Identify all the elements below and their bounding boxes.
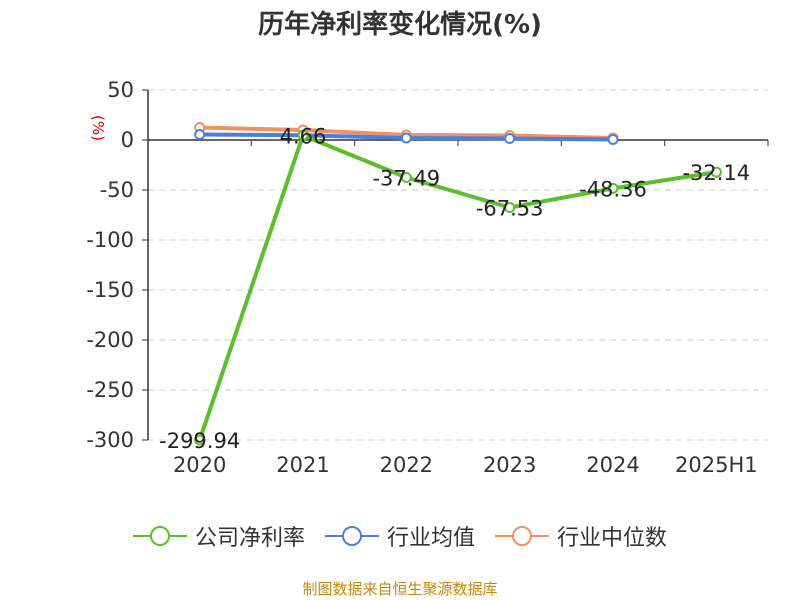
legend: 公司净利率 行业均值 行业中位数 bbox=[0, 520, 800, 552]
legend-marker-industry-median bbox=[495, 526, 549, 546]
data-label: -67.53 bbox=[476, 197, 544, 221]
data-label: -48.36 bbox=[579, 177, 647, 201]
legend-label-industry-mean: 行业均值 bbox=[386, 526, 475, 551]
data-label: 4.66 bbox=[280, 124, 327, 148]
legend-item-industry-mean[interactable]: 行业均值 bbox=[324, 520, 475, 552]
x-tick-label: 2020 bbox=[173, 453, 226, 477]
data-point bbox=[400, 132, 412, 144]
data-point bbox=[194, 434, 206, 446]
y-tick-label: 0 bbox=[121, 128, 134, 152]
x-tick-label: 2021 bbox=[276, 453, 329, 477]
data-point bbox=[607, 182, 619, 194]
y-tick-label: -200 bbox=[86, 328, 134, 352]
y-tick-label: -150 bbox=[86, 278, 134, 302]
x-tick-label: 2022 bbox=[380, 453, 433, 477]
y-tick-label: -50 bbox=[100, 178, 134, 202]
x-tick-label: 2025H1 bbox=[675, 453, 758, 477]
source-note: 制图数据来自恒生聚源数据库 bbox=[302, 580, 498, 598]
data-point bbox=[710, 166, 722, 178]
x-tick-label: 2024 bbox=[586, 453, 639, 477]
legend-label-industry-median: 行业中位数 bbox=[557, 526, 668, 551]
axes: 50 0 -50 -100 -150 -200 -250 -300 (%) 2020 2021 202… bbox=[86, 78, 769, 477]
chart-title: 历年净利率变化情况(%) bbox=[258, 10, 542, 40]
x-tick-label: 2023 bbox=[483, 453, 536, 477]
data-point bbox=[194, 129, 206, 140]
legend-item-industry-median[interactable]: 行业中位数 bbox=[495, 520, 667, 552]
data-point bbox=[504, 202, 516, 214]
legend-marker-company bbox=[132, 526, 187, 546]
y-tick-label: -100 bbox=[86, 228, 134, 252]
y-axis-label: (%) bbox=[89, 115, 107, 141]
series-line bbox=[197, 133, 717, 441]
data-point bbox=[504, 133, 516, 144]
data-label: -32.14 bbox=[682, 161, 750, 185]
data-point bbox=[400, 171, 412, 183]
data-point bbox=[607, 134, 619, 145]
legend-marker-industry-mean bbox=[324, 526, 379, 546]
data-label: -299.94 bbox=[159, 429, 240, 453]
legend-label-company: 公司净利率 bbox=[194, 526, 305, 551]
data-labels: -299.94 4.66 -37.49 -67.53 -48.36 -32.14 bbox=[159, 124, 750, 453]
y-tick-label: -300 bbox=[86, 428, 134, 452]
y-tick-label: -250 bbox=[86, 378, 134, 402]
data-label: -37.49 bbox=[372, 166, 440, 190]
legend-item-company[interactable]: 公司净利率 bbox=[132, 520, 305, 552]
data-point bbox=[297, 129, 309, 141]
y-tick-label: 50 bbox=[107, 78, 134, 102]
series-group bbox=[194, 122, 722, 446]
